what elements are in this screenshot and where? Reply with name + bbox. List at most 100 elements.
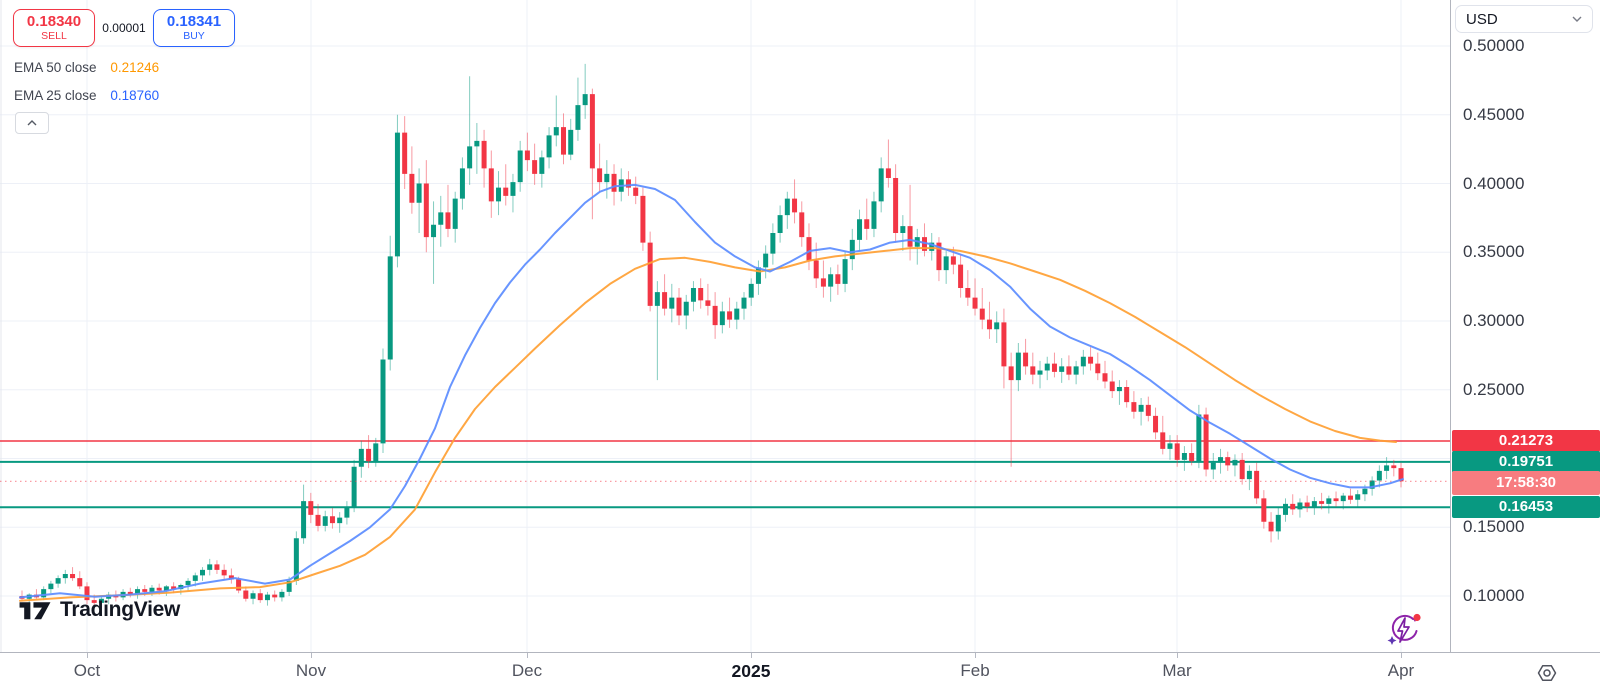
candle-body (286, 580, 292, 592)
candle-body (70, 574, 76, 579)
candle-body (250, 593, 256, 599)
candle-body (582, 94, 588, 106)
tradingview-logo-text: TradingView (60, 598, 181, 621)
candle-body (864, 219, 870, 229)
candle-body (1369, 480, 1375, 489)
candle-body (857, 219, 863, 240)
price-tick-label: 0.45000 (1463, 104, 1525, 124)
candle-body (279, 591, 285, 598)
candle-body (315, 514, 321, 526)
indicator-row-ema50[interactable]: EMA 50 close 0.21246 (14, 60, 159, 75)
lightning-refresh-icon (1387, 613, 1421, 645)
candlestick-chart[interactable] (0, 0, 1450, 652)
tradingview-logo[interactable]: TradingView (18, 597, 180, 623)
sell-button[interactable]: 0.18340 SELL (13, 9, 95, 47)
candle-body (1008, 366, 1014, 381)
buy-button[interactable]: 0.18341 BUY (153, 9, 235, 47)
axis-settings-gear-icon[interactable] (1536, 662, 1558, 684)
candle-body (337, 517, 343, 524)
candle-body (257, 593, 263, 601)
candle-body (127, 591, 133, 595)
candle-body (871, 201, 877, 229)
time-axis-label-dec: Dec (511, 661, 543, 680)
candle-body (1384, 465, 1390, 471)
time-axis-label-nov: Nov (295, 661, 327, 680)
candle-body (1073, 366, 1079, 375)
collapse-panel-button[interactable] (15, 112, 49, 134)
candle-body (849, 239, 855, 260)
candle-body (1051, 363, 1057, 372)
candle-body (640, 195, 646, 243)
candle-body (907, 226, 913, 247)
candle-body (792, 198, 798, 213)
indicator-row-ema25[interactable]: EMA 25 close 0.18760 (14, 88, 159, 103)
candle-body (1326, 498, 1332, 504)
candle-body (727, 311, 733, 320)
price-tick-label: 0.30000 (1463, 311, 1525, 330)
candle-body (366, 448, 372, 462)
candle-body (236, 579, 242, 591)
candle-body (496, 187, 502, 202)
candle-body (1319, 501, 1325, 504)
candle-body (301, 501, 307, 539)
candle-body (1124, 387, 1130, 403)
candle-body (1167, 443, 1173, 449)
candle-body (380, 359, 386, 444)
candle-body (308, 501, 314, 515)
technicals-refresh-icon[interactable] (1385, 611, 1423, 649)
candle-body (662, 292, 668, 309)
candle-body (84, 586, 90, 601)
candle-body (1116, 387, 1122, 392)
candle-body (524, 150, 530, 161)
candle-body (647, 242, 653, 306)
candle-body (900, 226, 906, 233)
candle-body (1333, 498, 1339, 502)
spread-value: 0.00001 (102, 21, 146, 35)
sell-price: 0.18340 (26, 13, 82, 30)
price-level-badge: 0.19751 (1452, 450, 1600, 473)
candle-body (705, 300, 711, 306)
price-level-badge: 0.16453 (1452, 496, 1600, 519)
candle-body (1225, 457, 1231, 466)
candle-body (734, 308, 740, 320)
candle-body (1239, 459, 1245, 480)
candle-body (604, 173, 610, 183)
candle-body (1145, 404, 1151, 416)
time-axis[interactable]: Oct Nov Dec 2025 Feb Mar Apr (0, 652, 1600, 691)
price-tick-label: 0.35000 (1463, 242, 1525, 262)
candle-body (423, 183, 429, 238)
chart-pane[interactable] (0, 0, 1450, 652)
candle-body (784, 198, 790, 216)
candle-body (561, 127, 566, 155)
candle-body (1059, 366, 1065, 372)
candle-body (698, 288, 704, 301)
candle-body (416, 183, 422, 203)
chevron-down-icon (1572, 16, 1582, 22)
candle-body (1109, 381, 1115, 392)
candle-body (200, 569, 205, 576)
candle-body (1232, 459, 1238, 466)
candle-body (893, 178, 899, 233)
candle-body (1340, 495, 1346, 502)
ema25-line[interactable] (19, 183, 1404, 599)
candle-body (575, 105, 581, 130)
ema50-line[interactable] (19, 247, 1397, 602)
candle-body (1066, 366, 1072, 375)
currency-dropdown[interactable]: USD (1455, 5, 1593, 33)
countdown-badge: 17:58:30 (1452, 471, 1600, 496)
order-panel: 0.18340 SELL 0.00001 0.18341 BUY (13, 9, 235, 47)
candle-body (1153, 415, 1159, 433)
candle-body (1268, 521, 1274, 532)
candle-body (539, 157, 545, 174)
candle-body (1181, 453, 1187, 460)
candle-body (1001, 322, 1007, 367)
candle-body (445, 212, 451, 229)
sell-label: SELL (41, 30, 67, 42)
currency-label: USD (1466, 10, 1498, 28)
price-axis[interactable]: USD 0.50000 0.45000 0.40000 0.35000 0.30000 0… (1450, 0, 1600, 652)
candle-body (1254, 470, 1260, 499)
candle-body (719, 311, 725, 326)
price-tick-label: 0.50000 (1463, 36, 1525, 55)
candle-body (221, 569, 227, 576)
ema25-value: 0.18760 (110, 88, 160, 103)
